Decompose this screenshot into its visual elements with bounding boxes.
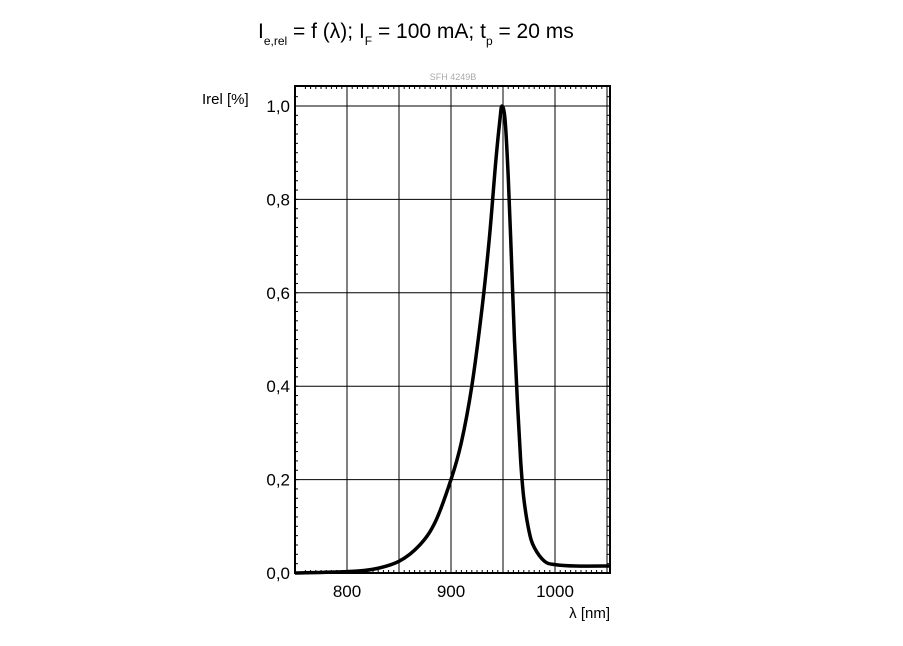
y-tick-label: 0,4 [266,377,290,396]
chart-title: Ie,rel = f (λ); IF = 100 mA; tp = 20 ms [258,20,574,48]
y-axis-label: Irel [%] [202,91,249,108]
plot-frame [294,85,611,574]
y-tick-label: 0,8 [266,190,290,209]
y-tick-label: 0,6 [266,284,290,303]
x-tick-label: 900 [437,582,465,601]
y-tick-label: 0,2 [266,471,290,490]
y-tick-label: 1,0 [266,97,290,116]
y-tick-label: 0,0 [266,564,290,583]
series-line [294,104,611,575]
part-number-annotation: SFH 4249B [430,72,477,82]
x-axis-label: λ [nm] [569,605,610,622]
x-tick-label: 800 [333,582,361,601]
x-tick-label: 1000 [536,582,574,601]
